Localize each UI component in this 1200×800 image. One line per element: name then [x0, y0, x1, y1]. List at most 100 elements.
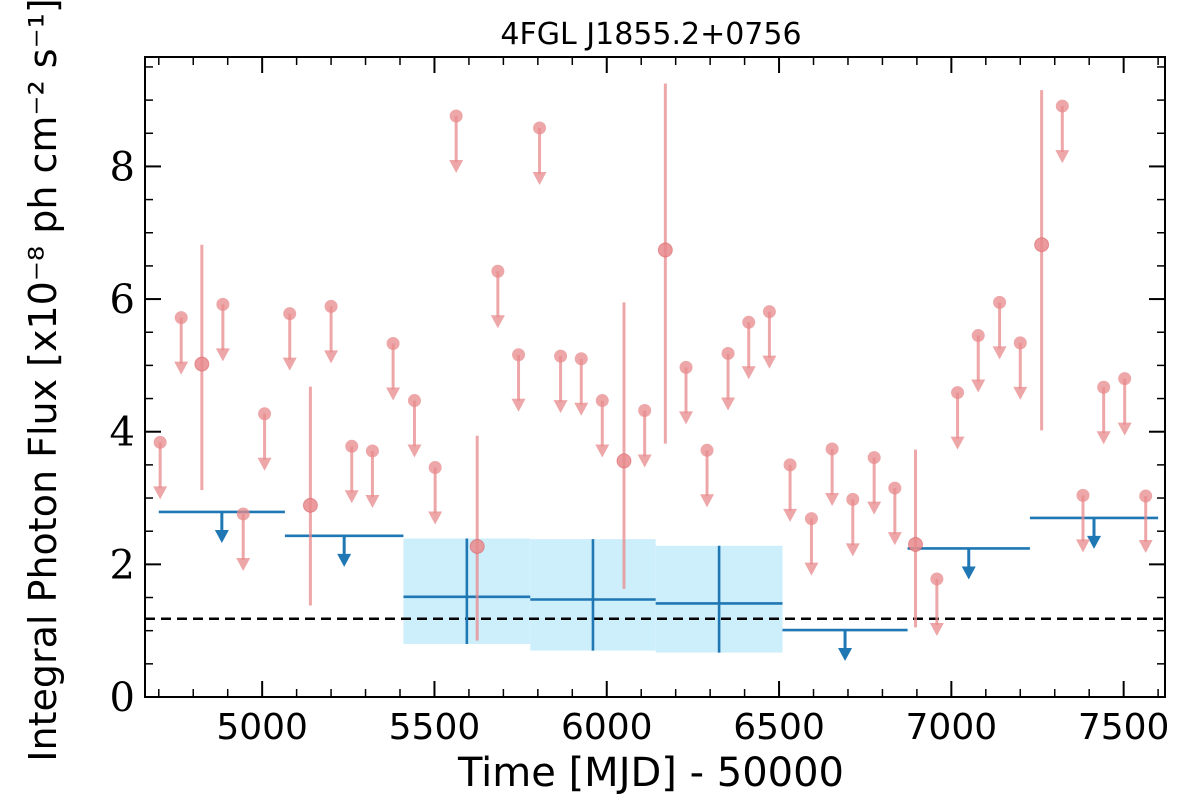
short-bin-upper-limit-arrow-head — [1013, 386, 1028, 400]
long-bin-upper-limit-arrow-head — [1087, 535, 1102, 549]
short-bin-upper-limit-arrow-head — [553, 400, 568, 414]
short-bin-upper-limit-arrow-head — [449, 160, 464, 174]
short-bin-upper-limit-arrow-head — [428, 511, 443, 525]
chart-title: 4FGL J1855.2+0756 — [500, 17, 801, 52]
short-bin-upper-limit-arrow-head — [407, 444, 422, 458]
x-tick-label: 7500 — [1078, 707, 1170, 748]
short-bin-detection-point — [908, 536, 924, 552]
short-bin-upper-limit-point — [491, 264, 505, 278]
long-bin-layer — [158, 510, 1159, 662]
short-bin-upper-limit-arrow-head — [153, 486, 168, 500]
short-bin-upper-limit-arrow-head — [845, 543, 860, 557]
short-bin-upper-limit-arrow-head — [971, 379, 986, 393]
short-bin-upper-limit-arrow-head — [1055, 150, 1070, 164]
y-tick-label: 0 — [110, 675, 135, 721]
short-bin-upper-limit-point — [174, 311, 188, 325]
short-bin-upper-limit-point — [324, 299, 338, 313]
x-tick-label: 5000 — [216, 707, 308, 748]
short-bin-upper-limit-arrow-head — [324, 350, 339, 364]
short-bin-upper-limit-point — [554, 349, 568, 363]
short-bin-detection-point — [194, 356, 210, 372]
short-bin-upper-limit-arrow-head — [365, 494, 380, 508]
short-bin-upper-limit-arrow-head — [386, 387, 401, 401]
short-bin-upper-limit-arrow-head — [595, 444, 610, 458]
short-bin-upper-limit-arrow-head — [637, 454, 652, 468]
short-bin-upper-limit-arrow-head — [1117, 422, 1132, 436]
short-bin-upper-limit-point — [428, 461, 442, 475]
short-bin-upper-limit-point — [216, 297, 230, 311]
x-tick-label: 6500 — [733, 707, 825, 748]
short-bin-layer — [153, 83, 1153, 641]
short-bin-upper-limit-point — [888, 481, 902, 495]
short-bin-upper-limit-arrow-head — [1138, 540, 1153, 554]
short-bin-upper-limit-arrow-head — [992, 346, 1007, 360]
short-bin-upper-limit-point — [533, 121, 547, 135]
short-bin-upper-limit-point — [700, 443, 714, 457]
y-tick-label: 6 — [110, 277, 135, 323]
short-bin-upper-limit-arrow-head — [721, 397, 736, 411]
long-bin-upper-limit-arrow-head — [214, 529, 229, 543]
short-bin-upper-limit-point — [153, 435, 167, 449]
short-bin-detection-point — [1034, 237, 1050, 253]
x-axis-label: Time [MJD] - 50000 — [457, 750, 844, 796]
short-bin-upper-limit-point — [930, 572, 944, 586]
x-tick-label: 6000 — [561, 707, 653, 748]
short-bin-upper-limit-arrow-head — [950, 436, 965, 450]
short-bin-upper-limit-point — [345, 439, 359, 453]
short-bin-upper-limit-arrow-head — [804, 562, 819, 576]
short-bin-upper-limit-arrow-head — [762, 355, 777, 369]
short-bin-upper-limit-arrow-head — [867, 501, 882, 515]
plot-frame — [144, 56, 1166, 698]
short-bin-upper-limit-arrow-head — [574, 402, 589, 416]
short-bin-upper-limit-point — [236, 507, 250, 521]
short-bin-upper-limit-arrow-head — [700, 494, 715, 508]
short-bin-upper-limit-arrow-head — [215, 348, 230, 362]
tick-labels-layer: 5000 5500 6000 6500 7000 7500 0 2 4 6 8 — [110, 144, 1170, 748]
short-bin-upper-limit-point — [1013, 336, 1027, 350]
short-bin-upper-limit-point — [258, 407, 272, 421]
y-axis-label: Integral Photon Flux [x10⁻⁸ ph cm⁻² s⁻¹] — [21, 0, 65, 762]
short-bin-detection-point — [302, 497, 318, 513]
short-bin-upper-limit-arrow-head — [783, 508, 798, 522]
short-bin-upper-limit-arrow-head — [1075, 539, 1090, 553]
long-bin-upper-limit-arrow-head — [838, 648, 853, 662]
short-bin-upper-limit-point — [721, 346, 735, 360]
short-bin-upper-limit-point — [512, 348, 526, 362]
short-bin-upper-limit-arrow-head — [490, 315, 505, 329]
short-bin-upper-limit-point — [1055, 99, 1069, 113]
short-bin-upper-limit-point — [825, 442, 839, 456]
long-bin-upper-limit-arrow-head — [961, 566, 976, 580]
short-bin-upper-limit-point — [971, 329, 985, 343]
short-bin-upper-limit-arrow-head — [511, 398, 526, 412]
short-bin-upper-limit-point — [365, 444, 379, 458]
short-bin-detection-point — [657, 242, 673, 258]
short-bin-upper-limit-point — [846, 492, 860, 506]
x-tick-label: 7000 — [906, 707, 998, 748]
y-tick-label: 4 — [110, 410, 135, 456]
short-bin-upper-limit-arrow-head — [532, 171, 547, 185]
short-bin-upper-limit-point — [1139, 489, 1153, 503]
short-bin-upper-limit-point — [638, 403, 652, 417]
short-bin-upper-limit-arrow-head — [741, 366, 756, 380]
short-bin-upper-limit-point — [407, 394, 421, 408]
short-bin-upper-limit-arrow-head — [929, 622, 944, 636]
short-bin-upper-limit-arrow-head — [282, 357, 297, 371]
short-bin-upper-limit-point — [762, 305, 776, 319]
short-bin-upper-limit-arrow-head — [257, 457, 272, 471]
short-bin-upper-limit-point — [1118, 372, 1132, 386]
axis-ticks-layer — [145, 57, 1165, 698]
short-bin-upper-limit-arrow-head — [825, 492, 840, 506]
y-tick-label: 2 — [110, 542, 135, 588]
x-tick-label: 5500 — [389, 707, 481, 748]
short-bin-detection-point — [469, 538, 485, 554]
short-bin-upper-limit-point — [804, 512, 818, 526]
short-bin-upper-limit-arrow-head — [679, 411, 694, 425]
short-bin-detection-point — [616, 453, 632, 469]
short-bin-upper-limit-arrow-head — [887, 532, 902, 546]
short-bin-upper-limit-point — [283, 307, 297, 321]
short-bin-upper-limit-point — [386, 337, 400, 351]
short-bin-upper-limit-arrow-head — [236, 557, 251, 571]
short-bin-upper-limit-point — [574, 352, 588, 366]
short-bin-upper-limit-point — [993, 295, 1007, 309]
short-bin-upper-limit-point — [951, 386, 965, 400]
